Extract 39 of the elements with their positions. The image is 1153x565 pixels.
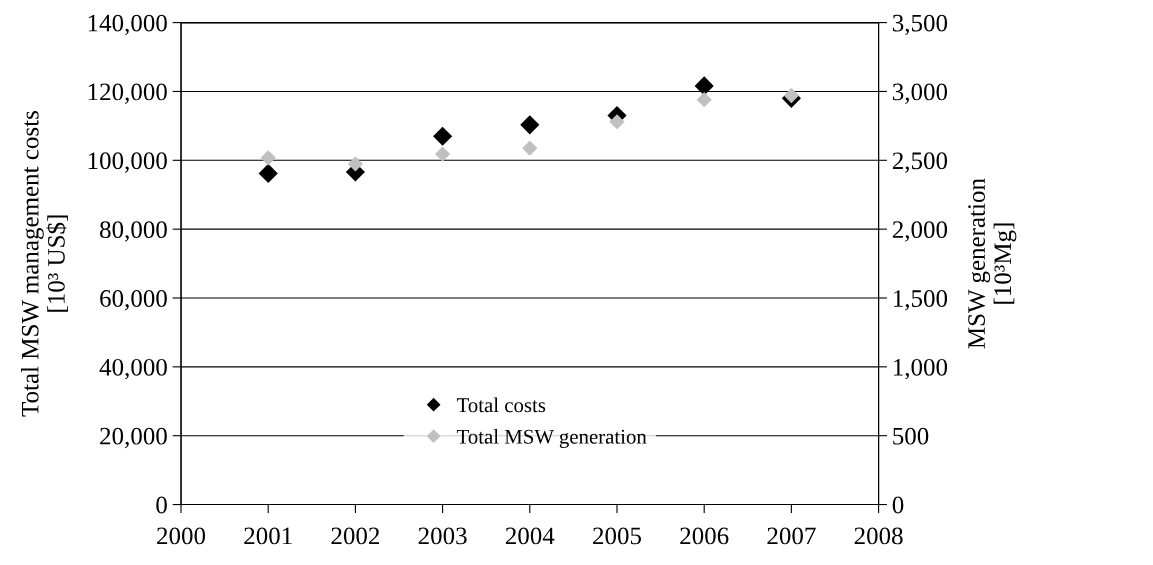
y-tick-label: 100,000	[88, 152, 167, 173]
point	[260, 150, 276, 166]
y-tick-label: 40,000	[99, 358, 167, 380]
y2-tick-label: 500	[893, 427, 929, 445]
x-tick-label: 2005	[593, 527, 642, 545]
y2-tick-label: 2,500	[892, 152, 948, 173]
y-axis-title: Total MSW management costs [10³ US$]	[21, 111, 68, 417]
point	[609, 114, 625, 130]
point	[696, 92, 712, 108]
point	[694, 76, 714, 96]
y2-tick-label: 3,000	[892, 83, 948, 104]
y2-tick-label: 0	[892, 496, 904, 514]
y2-tick-label: 3,500	[892, 14, 948, 36]
point	[433, 126, 453, 146]
point	[520, 115, 540, 135]
y2-tick-label: 1,500	[893, 290, 948, 311]
y-tick-label: 120,000	[88, 83, 167, 104]
legend-label: Total costs	[456, 397, 546, 413]
point	[258, 163, 278, 183]
y-tick-label: 80,000	[100, 221, 167, 242]
x-tick-label: 2004	[505, 527, 555, 545]
point	[522, 140, 538, 156]
y-tick-label: 140,000	[88, 14, 167, 36]
x-tick-label: 2003	[418, 527, 467, 545]
point	[347, 156, 364, 172]
y-tick-label: 60,000	[100, 290, 167, 311]
point	[435, 146, 451, 162]
y-tick-label: 0	[156, 496, 167, 514]
x-tick-label: 2000	[157, 527, 206, 545]
x-tick-label: 2008	[854, 527, 903, 545]
x-tick-label: 2002	[331, 527, 380, 545]
x-tick-label: 2006	[680, 527, 729, 545]
y2-tick-label: 1,000	[893, 358, 948, 380]
y2-axis-title: MSW generation [10³Mg]	[968, 178, 1017, 349]
y-tick-label: 20,000	[100, 427, 167, 449]
y2-tick-label: 2,000	[892, 221, 948, 242]
x-tick-label: 2001	[244, 527, 292, 545]
x-tick-label: 2007	[767, 527, 816, 545]
legend-label: Total MSW generation	[456, 429, 647, 449]
